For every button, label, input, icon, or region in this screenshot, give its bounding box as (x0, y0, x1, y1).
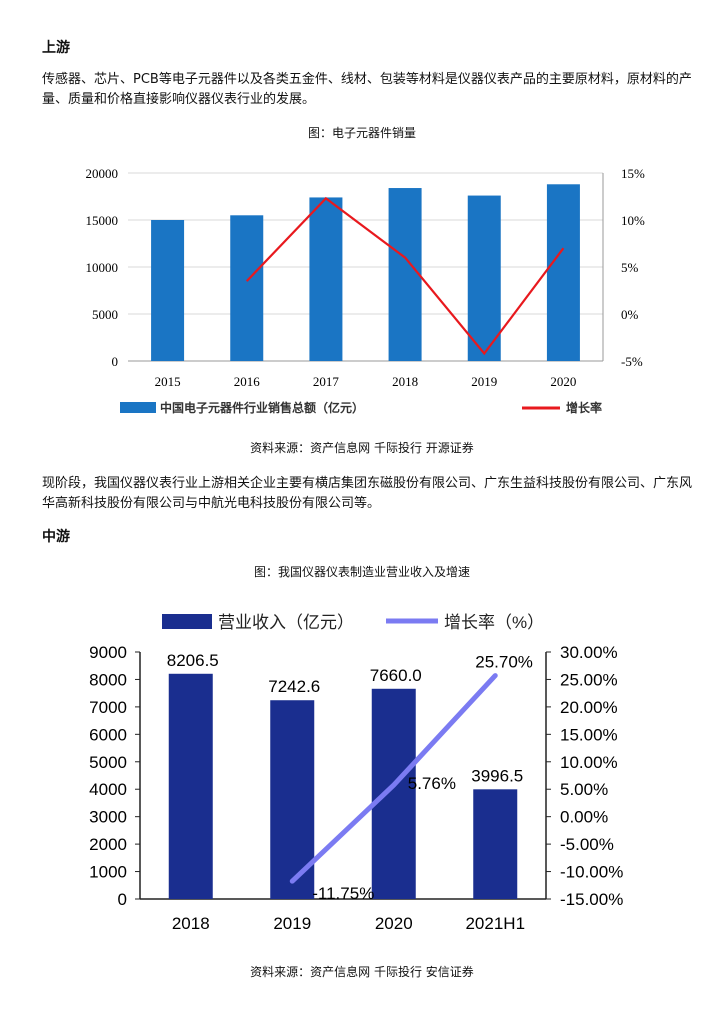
y-left-tick-label: 0 (112, 354, 119, 369)
x-tick-label: 2019 (471, 374, 497, 389)
bar-value-label: 7242.6 (268, 677, 320, 696)
y-left-tick-label: 2000 (89, 835, 127, 854)
bar-2019 (467, 195, 501, 361)
components-sales-chart: 0 5000 10000 15000 20000 -5% 0% 5% 10% 15% 2015 2… (86, 166, 646, 415)
y-right-tick-label: 25.00% (560, 670, 618, 689)
growth-value-label: 25.70% (475, 653, 533, 672)
y-right-tick-label: -5% (621, 354, 643, 369)
bar-2021H1 (473, 789, 518, 899)
y-left-tick-label: 0 (118, 890, 127, 909)
y-left-tick-label: 1000 (89, 863, 127, 882)
y-left-tick-label: 4000 (89, 780, 127, 799)
instrument-revenue-chart: 营业收入（亿元） 增长率（%） 0 1000 2000 3000 4000 5000 6000… (89, 613, 623, 933)
bar-2020 (546, 184, 580, 361)
y-right-tick-label: 0.00% (560, 808, 608, 827)
bar-2017 (309, 197, 343, 361)
y-right-tick-label: 30.00% (560, 643, 618, 662)
bar-value-label: 8206.5 (167, 651, 219, 670)
section-heading-upstream: 上游 (42, 40, 70, 56)
y-right-tick-label: 5% (621, 260, 639, 275)
y-right-tick-label: 10.00% (560, 753, 618, 772)
growth-value-label: 5.76% (408, 774, 456, 793)
x-tick-label: 2020 (375, 914, 413, 933)
y-left-tick-label: 5000 (92, 307, 118, 322)
bar-2020 (371, 688, 416, 899)
y-left-tick-label: 9000 (89, 643, 127, 662)
y-right-tick-label: -15.00% (560, 890, 623, 909)
y-right-tick-label: 20.00% (560, 698, 618, 717)
section-heading-midstream: 中游 (42, 529, 70, 545)
legend-label-sales: 中国电子元器件行业销售总额（亿元） (160, 400, 364, 415)
y-right-tick-label: -10.00% (560, 863, 623, 882)
x-tick-label: 2017 (313, 374, 340, 389)
bar-2016 (230, 215, 264, 361)
y-left-tick-label: 20000 (86, 166, 119, 181)
figure-caption-revenue: 图：我国仪器仪表制造业营业收入及增速 (253, 565, 470, 579)
x-tick-label: 2018 (392, 374, 418, 389)
bar-2018 (168, 673, 213, 899)
x-tick-label: 2021H1 (465, 914, 525, 933)
bar-value-label: 7660.0 (370, 666, 422, 685)
y-right-tick-label: 0% (621, 307, 639, 322)
figure-caption-components: 图：电子元器件销量 (307, 126, 416, 140)
x-tick-label: 2020 (550, 374, 576, 389)
source-note-upstream: 资料来源：资产信息网 千际投行 开源证券 (250, 441, 474, 455)
y-left-tick-label: 10000 (86, 260, 119, 275)
y-right-tick-label: -5.00% (560, 835, 614, 854)
y-left-tick-label: 8000 (89, 670, 127, 689)
x-tick-label: 2019 (273, 914, 311, 933)
bar-2015 (151, 220, 185, 361)
y-left-tick-label: 6000 (89, 725, 127, 744)
current-companies-paragraph: 现阶段，我国仪器仪表行业上游相关企业主要有横店集团东磁股份有限公司、广东生益科技… (42, 476, 693, 511)
y-right-tick-label: 15.00% (560, 725, 618, 744)
y-left-tick-label: 3000 (89, 808, 127, 827)
y-right-tick-label: 5.00% (560, 780, 608, 799)
y-right-tick-label: 15% (621, 166, 645, 181)
y-right-tick-label: 10% (621, 213, 645, 228)
bar-value-label: 3996.5 (471, 766, 523, 785)
source-note-midstream: 资料来源：资产信息网 千际投行 安信证券 (250, 965, 474, 979)
growth-value-label: -11.75% (312, 884, 374, 903)
x-tick-label: 2018 (172, 914, 210, 933)
x-tick-label: 2016 (234, 374, 261, 389)
legend-swatch-revenue (162, 614, 212, 629)
y-left-tick-label: 7000 (89, 698, 127, 717)
legend-swatch-sales (120, 402, 156, 413)
upstream-paragraph: 传感器、芯片、PCB等电子元器件以及各类五金件、线材、包装等材料是仪器仪表产品的… (42, 72, 692, 107)
legend-label-growth: 增长率（%） (444, 613, 544, 632)
growth-rate-line (289, 673, 498, 884)
legend-label-revenue: 营业收入（亿元） (218, 613, 354, 632)
x-tick-label: 2015 (155, 374, 181, 389)
y-left-tick-label: 15000 (86, 213, 119, 228)
y-left-tick-label: 5000 (89, 753, 127, 772)
bar-2018 (388, 188, 422, 361)
legend-label-growth: 增长率 (566, 400, 602, 415)
